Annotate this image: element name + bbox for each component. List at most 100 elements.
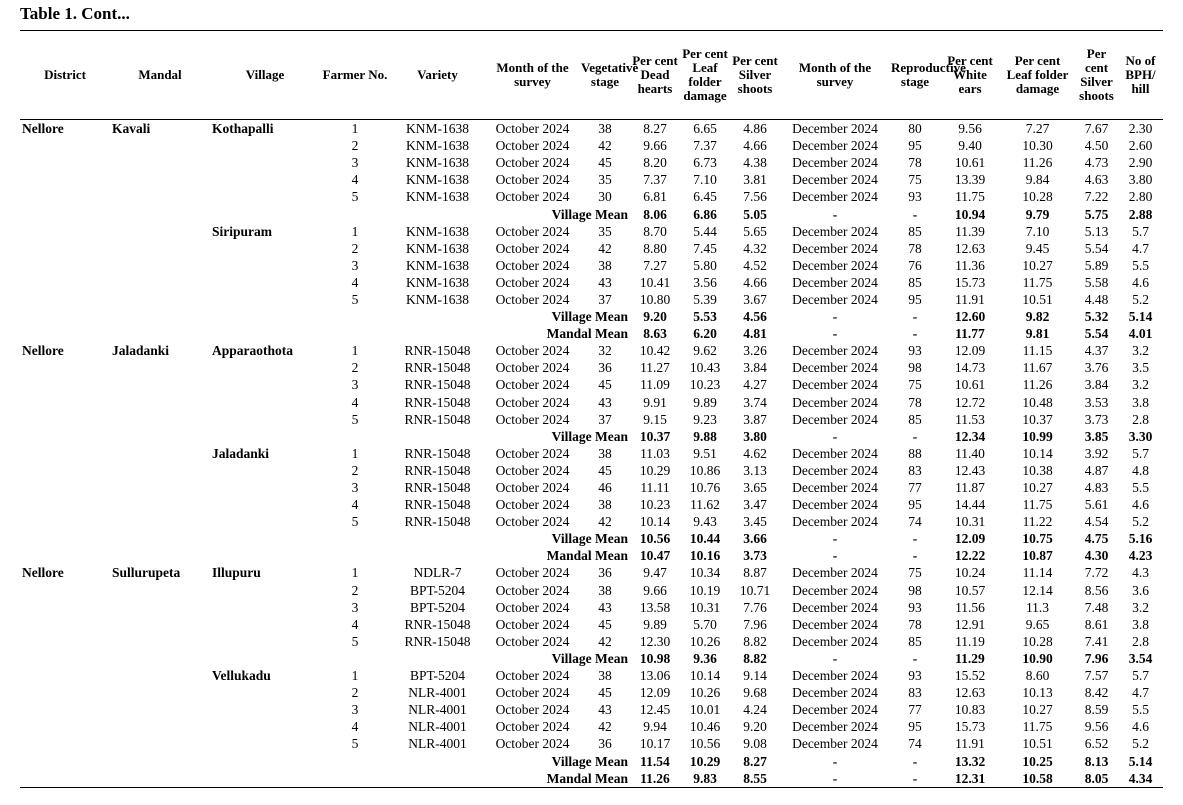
- empty-cell: [20, 411, 110, 428]
- table-cell: 5: [351, 291, 359, 307]
- empty-cell: [110, 684, 210, 701]
- table-cell: 9.91: [643, 394, 667, 410]
- empty-cell: [110, 650, 210, 667]
- table-cell: 1: [351, 445, 359, 461]
- table-cell: 5.5: [1132, 257, 1149, 273]
- table-cell: 11.26: [1022, 377, 1053, 393]
- table-cell: 10.31: [954, 514, 986, 530]
- table-cell: 3.47: [743, 497, 767, 513]
- table-cell: 2.90: [1128, 155, 1153, 171]
- table-cell: 11.91: [955, 291, 985, 307]
- table-cell: 75: [908, 565, 922, 581]
- table-cell: 12.63: [954, 685, 986, 701]
- empty-cell: [110, 496, 210, 513]
- empty-cell: [20, 684, 110, 701]
- table-cell: 5.7: [1132, 668, 1149, 684]
- table-cell: 10.29: [639, 462, 671, 478]
- table-cell: 9.66: [643, 138, 667, 154]
- empty-cell: [210, 513, 320, 530]
- table-cell: October 2024: [495, 274, 570, 290]
- table-cell: 11.62: [690, 497, 720, 513]
- table-cell: 11.15: [1022, 343, 1053, 359]
- table-cell: 10.34: [689, 565, 721, 581]
- table-cell: 11.67: [1022, 360, 1053, 376]
- empty-cell: [110, 479, 210, 496]
- table-cell: 4.62: [743, 445, 767, 461]
- empty-cell: [110, 770, 210, 788]
- table-cell: 8.05: [1084, 770, 1109, 786]
- table-cell: 3.84: [1084, 377, 1109, 393]
- table-cell: 3.2: [1132, 343, 1149, 359]
- table-cell: 12.45: [639, 702, 671, 718]
- table-cell: December 2024: [792, 462, 878, 478]
- table-cell: 4.87: [1084, 462, 1109, 478]
- table-cell: 2.8: [1132, 633, 1149, 649]
- table-cell: 10.43: [689, 360, 721, 376]
- table-cell: 11.53: [955, 411, 985, 427]
- table-cell: -: [832, 531, 838, 547]
- table-cell: 3.85: [1084, 428, 1109, 444]
- table-cell: 10.86: [689, 462, 721, 478]
- table-cell: 4.66: [743, 274, 767, 290]
- table-cell: 38: [598, 121, 612, 137]
- table-cell: 7.56: [743, 189, 767, 205]
- table-cell: 45: [598, 155, 612, 171]
- table-cell: 4.01: [1128, 326, 1153, 342]
- table-cell: 98: [908, 582, 922, 598]
- table-cell: 35: [598, 223, 612, 239]
- empty-cell: [210, 274, 320, 291]
- table-cell: 10.01: [689, 702, 721, 718]
- table-cell: 10.27: [1022, 702, 1053, 718]
- table-cell: 6.20: [693, 326, 717, 342]
- table-cell: 45: [598, 616, 612, 632]
- table-cell: December 2024: [792, 240, 878, 256]
- empty-cell: [110, 445, 210, 462]
- table-cell: 5.5: [1132, 480, 1149, 496]
- table-cell: December 2024: [792, 445, 878, 461]
- empty-cell: [110, 274, 210, 291]
- table-cell: KNM-1638: [406, 240, 469, 256]
- empty-cell: [320, 770, 390, 788]
- empty-cell: [320, 428, 390, 445]
- table-cell: 10.30: [1022, 138, 1053, 154]
- table-cell: 45: [598, 685, 612, 701]
- table-cell: 5.61: [1084, 497, 1109, 513]
- table-cell: 10.26: [689, 685, 721, 701]
- column-header: Farmer No.: [322, 67, 388, 82]
- summary-label: Village Mean: [551, 206, 628, 222]
- table-cell: 5: [351, 633, 359, 649]
- table-cell: KNM-1638: [406, 172, 469, 188]
- empty-cell: [20, 445, 110, 462]
- table-cell: 8.27: [643, 121, 667, 137]
- column-header: No of BPH/ hill: [1125, 53, 1156, 96]
- table-cell: 42: [598, 633, 612, 649]
- summary-label: Village Mean: [551, 309, 628, 325]
- summary-row: Village Mean 8.06 6.86 5.05 - - 10.94 9.79 5.75 2…: [20, 205, 1163, 222]
- table-cell: NLR-4001: [408, 719, 467, 735]
- table-cell: 12.14: [1022, 582, 1053, 598]
- table-cell: October 2024: [495, 394, 570, 410]
- empty-cell: [210, 547, 320, 564]
- column-header: Month of the survey: [496, 60, 569, 89]
- table-cell: 2: [351, 360, 359, 376]
- table-cell: 4.27: [743, 377, 767, 393]
- table-cell: KNM-1638: [406, 155, 469, 171]
- table-cell: 36: [598, 360, 612, 376]
- data-row: 5 KNM-1638 October 2024 37 10.80 5.39 3.67 Dece…: [20, 291, 1163, 308]
- empty-cell: [210, 171, 320, 188]
- table-cell: 6.86: [693, 206, 717, 222]
- table-cell: 38: [598, 668, 612, 684]
- summary-label: Village Mean: [551, 531, 628, 547]
- table-cell: 37: [598, 411, 612, 427]
- empty-cell: [110, 394, 210, 411]
- table-cell: 42: [598, 719, 612, 735]
- table-cell: 10.27: [1022, 480, 1053, 496]
- table-cell: 7.37: [643, 172, 667, 188]
- table-cell: 5.58: [1084, 274, 1109, 290]
- table-cell: 10.51: [1022, 736, 1053, 752]
- empty-cell: [20, 770, 110, 788]
- data-row: 5 NLR-4001 October 2024 36 10.17 10.56 9.08 Dec…: [20, 735, 1163, 752]
- empty-cell: [110, 718, 210, 735]
- location-cell: Illupuru: [212, 565, 261, 581]
- table-cell: -: [832, 650, 838, 666]
